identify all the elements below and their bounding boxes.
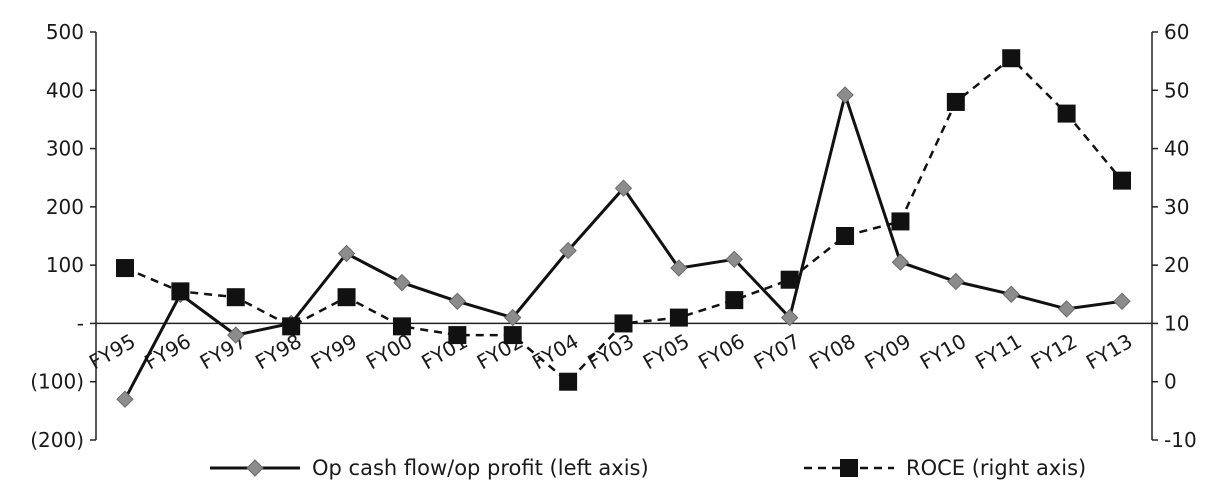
x-tick-label: FY08 xyxy=(805,329,860,374)
data-point-diamond xyxy=(947,272,965,291)
right-axis-tick-label: 20 xyxy=(1164,253,1189,277)
x-tick-label: FY13 xyxy=(1082,329,1137,374)
data-point-square xyxy=(282,317,301,336)
data-point-diamond xyxy=(116,390,134,408)
x-tick-label: FY12 xyxy=(1027,329,1082,374)
data-point-diamond xyxy=(780,308,799,327)
x-tick-label: FY95 xyxy=(85,329,140,374)
data-point-square xyxy=(1113,171,1131,190)
x-tick-label: FY98 xyxy=(251,329,306,374)
legend-marker-diamond xyxy=(246,459,264,477)
x-tick-label: FY11 xyxy=(971,329,1026,374)
data-point-square xyxy=(614,314,633,333)
left-axis-tick-label: 500 xyxy=(46,20,84,44)
x-tick-label: FY07 xyxy=(750,329,805,374)
legend-label-2: ROCE (right axis) xyxy=(906,456,1086,480)
data-point-square xyxy=(725,291,744,310)
left-axis-tick-label: 100 xyxy=(46,253,84,277)
data-point-diamond xyxy=(559,241,577,260)
right-axis-tick-label: 30 xyxy=(1164,195,1189,219)
left-axis-tick-label: (100) xyxy=(30,370,84,394)
data-point-square xyxy=(891,212,910,231)
left-axis-tick-label: 200 xyxy=(46,195,84,219)
data-point-diamond xyxy=(1057,300,1076,318)
data-point-square xyxy=(559,372,578,391)
data-point-square xyxy=(337,288,356,307)
legend-label-1: Op cash flow/op profit (left axis) xyxy=(312,456,649,480)
data-point-square xyxy=(448,326,467,345)
data-point-diamond xyxy=(337,244,356,263)
data-point-diamond xyxy=(448,292,467,310)
x-tick-label: FY00 xyxy=(362,329,417,374)
data-point-square xyxy=(503,326,522,345)
right-axis-tick-label: 10 xyxy=(1164,311,1189,335)
right-axis-tick-label: -10 xyxy=(1164,428,1197,452)
left-axis-tick-label: 300 xyxy=(46,137,84,161)
data-point-diamond xyxy=(1002,285,1020,303)
x-tick-label: FY04 xyxy=(528,329,583,374)
x-tick-label: FY10 xyxy=(916,329,971,374)
right-axis-tick-label: 0 xyxy=(1164,370,1177,394)
data-point-square xyxy=(392,317,411,336)
data-point-diamond xyxy=(670,259,688,277)
legend-marker-square xyxy=(840,459,858,477)
data-point-square xyxy=(1057,104,1076,123)
data-point-square xyxy=(226,288,245,307)
data-point-diamond xyxy=(614,179,633,197)
x-tick-label: FY99 xyxy=(306,329,361,374)
data-point-diamond xyxy=(836,86,854,104)
left-axis-tick-label: 400 xyxy=(46,78,84,102)
data-point-diamond xyxy=(1113,292,1131,310)
right-axis-tick-label: 50 xyxy=(1164,78,1189,102)
left-axis-tick-label: - xyxy=(77,311,84,335)
data-point-diamond xyxy=(393,273,411,292)
left-axis-tick-label: (200) xyxy=(30,428,84,452)
data-point-diamond xyxy=(891,253,910,271)
data-point-square xyxy=(1002,49,1021,68)
data-point-square xyxy=(116,259,134,278)
data-point-diamond xyxy=(725,250,743,269)
data-point-square xyxy=(669,308,688,327)
data-point-diamond xyxy=(504,308,522,327)
right-axis-tick-label: 40 xyxy=(1164,137,1189,161)
data-point-square xyxy=(946,92,965,111)
x-tick-label: FY05 xyxy=(639,329,694,374)
x-tick-label: FY09 xyxy=(860,329,915,374)
data-point-square xyxy=(171,282,190,301)
right-axis-tick-label: 60 xyxy=(1164,20,1189,44)
data-point-square xyxy=(780,270,799,289)
data-point-diamond xyxy=(227,326,245,344)
x-tick-label: FY06 xyxy=(694,329,749,374)
data-point-square xyxy=(836,227,855,245)
